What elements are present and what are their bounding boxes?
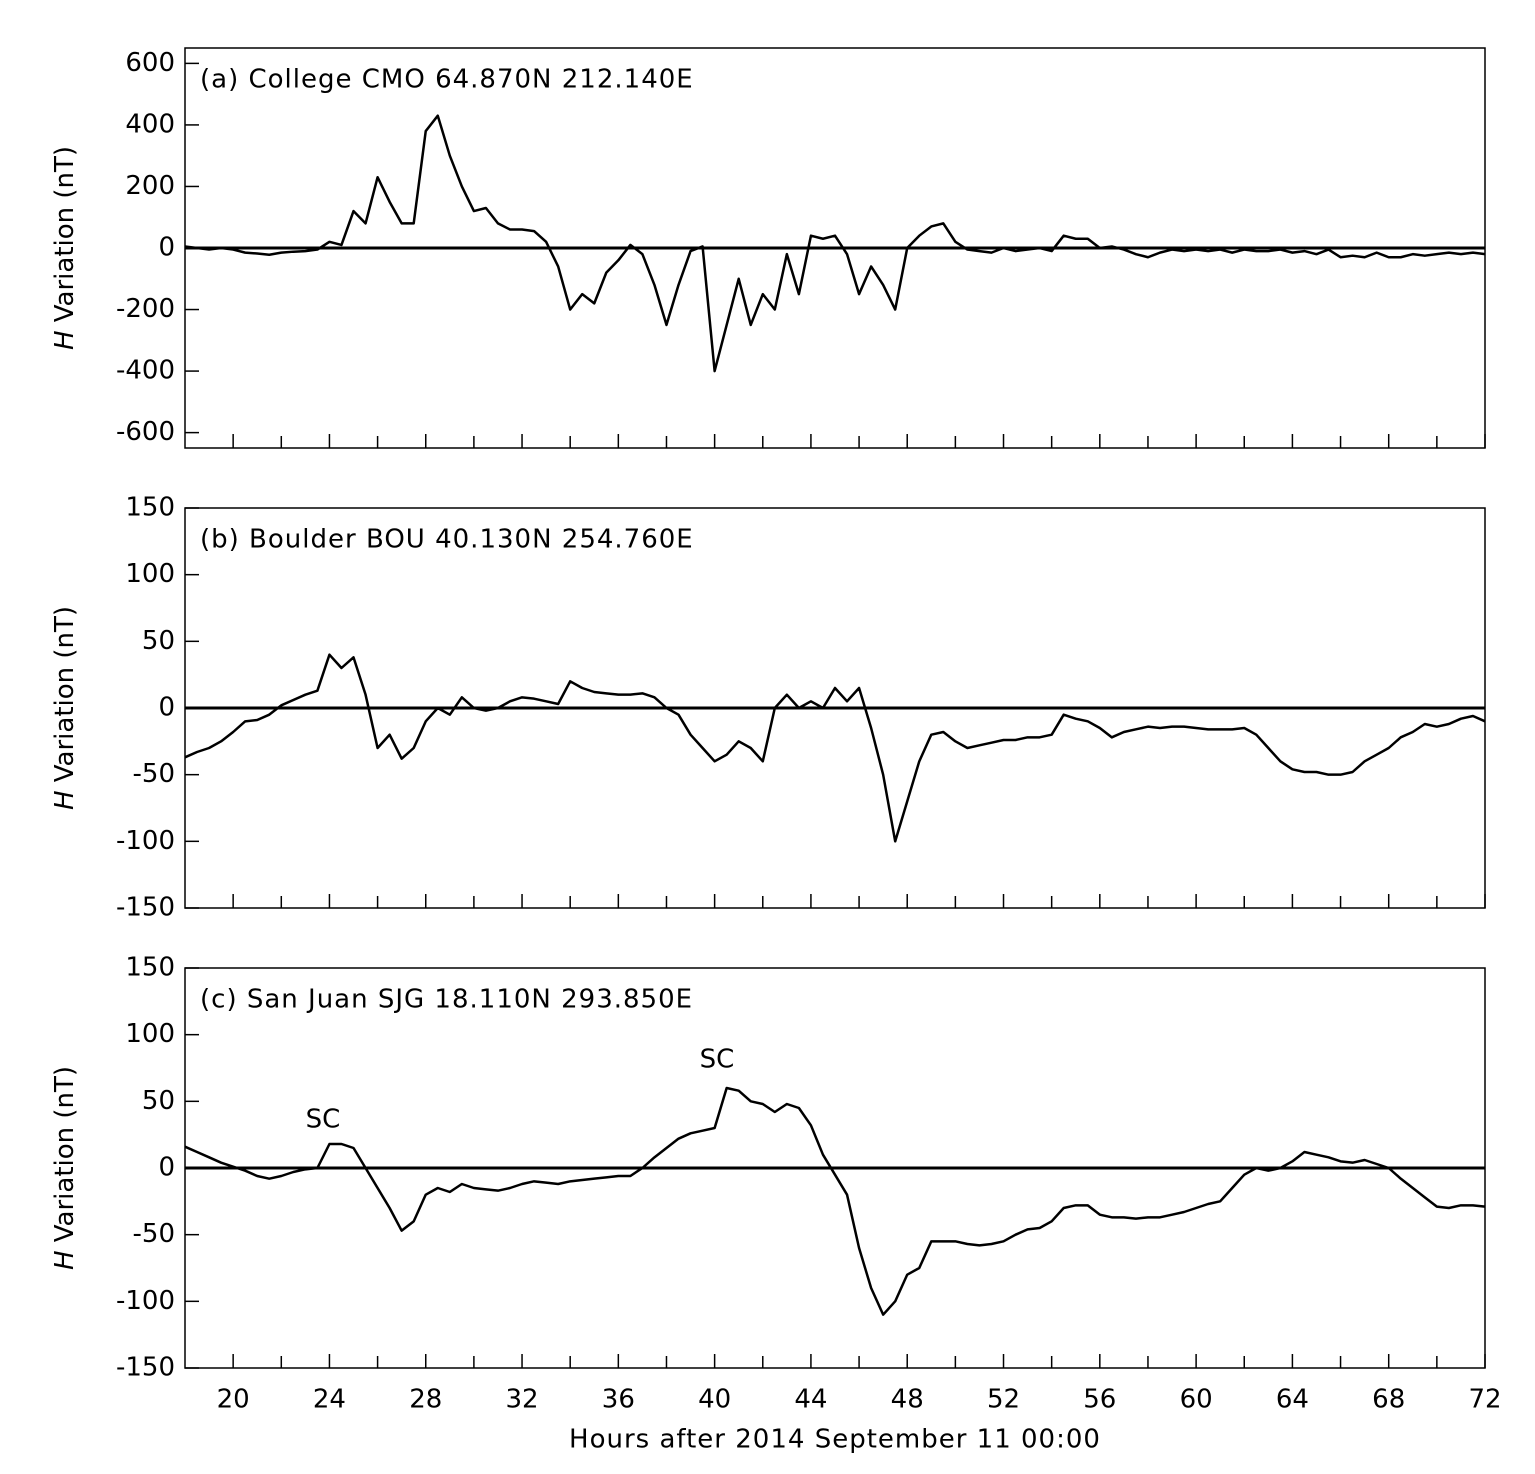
y-axis-label: H Variation (nT) (50, 1066, 80, 1270)
y-axis-symbol: H (50, 790, 80, 810)
y-axis-label: H Variation (nT) (50, 146, 80, 350)
y-axis-label-text: Variation (nT) (50, 1066, 80, 1242)
y-tick-label: 100 (125, 559, 175, 589)
y-tick-label: -50 (133, 1219, 175, 1249)
x-tick-label: 52 (987, 1385, 1020, 1415)
x-tick-label: 64 (1276, 1385, 1309, 1415)
x-tick-label: 72 (1468, 1385, 1501, 1415)
data-line (184, 653, 1486, 843)
x-tick-label: 48 (891, 1385, 924, 1415)
y-tick-label: 150 (125, 953, 175, 983)
x-tick-label: 40 (698, 1385, 731, 1415)
y-tick-label: -150 (116, 1353, 175, 1383)
data-line (184, 114, 1486, 373)
y-tick-label: -100 (116, 1286, 175, 1316)
y-axis-symbol: H (50, 330, 80, 350)
x-tick-label: 56 (1083, 1385, 1116, 1415)
y-tick-label: -400 (116, 356, 175, 386)
annotation: SC (700, 1045, 735, 1075)
y-tick-label: 400 (125, 109, 175, 139)
panel-title: (b) Boulder BOU 40.130N 254.760E (200, 525, 694, 555)
panel-title: (c) San Juan SJG 18.110N 293.850E (200, 985, 693, 1015)
y-tick-label: 50 (142, 1086, 175, 1116)
y-tick-label: -150 (116, 893, 175, 923)
x-tick-label: 60 (1180, 1385, 1213, 1415)
x-tick-label: 28 (409, 1385, 442, 1415)
y-tick-label: 200 (125, 171, 175, 201)
y-tick-label: -600 (116, 417, 175, 447)
panel-title: (a) College CMO 64.870N 212.140E (200, 65, 694, 95)
y-tick-label: 600 (125, 48, 175, 78)
y-axis-label-text: Variation (nT) (50, 606, 80, 782)
y-axis-symbol: H (50, 1250, 80, 1270)
y-axis-label-text: Variation (nT) (50, 146, 80, 322)
x-tick-label: 36 (602, 1385, 635, 1415)
x-tick-label: 24 (313, 1385, 346, 1415)
y-axis-label: H Variation (nT) (50, 606, 80, 810)
y-tick-label: 0 (158, 1153, 175, 1183)
y-tick-label: -50 (133, 759, 175, 789)
y-tick-label: 0 (158, 693, 175, 723)
y-tick-label: -100 (116, 826, 175, 856)
x-tick-label: 32 (505, 1385, 538, 1415)
x-tick-label: 44 (794, 1385, 827, 1415)
y-tick-label: 0 (158, 233, 175, 263)
data-line (184, 1086, 1486, 1316)
y-tick-label: 100 (125, 1019, 175, 1049)
y-tick-label: 150 (125, 493, 175, 523)
x-tick-label: 68 (1372, 1385, 1405, 1415)
y-tick-label: -200 (116, 294, 175, 324)
x-axis-label: Hours after 2014 September 11 00:00 (569, 1425, 1101, 1455)
x-tick-label: 20 (217, 1385, 250, 1415)
y-tick-label: 50 (142, 626, 175, 656)
annotation: SC (306, 1105, 341, 1135)
